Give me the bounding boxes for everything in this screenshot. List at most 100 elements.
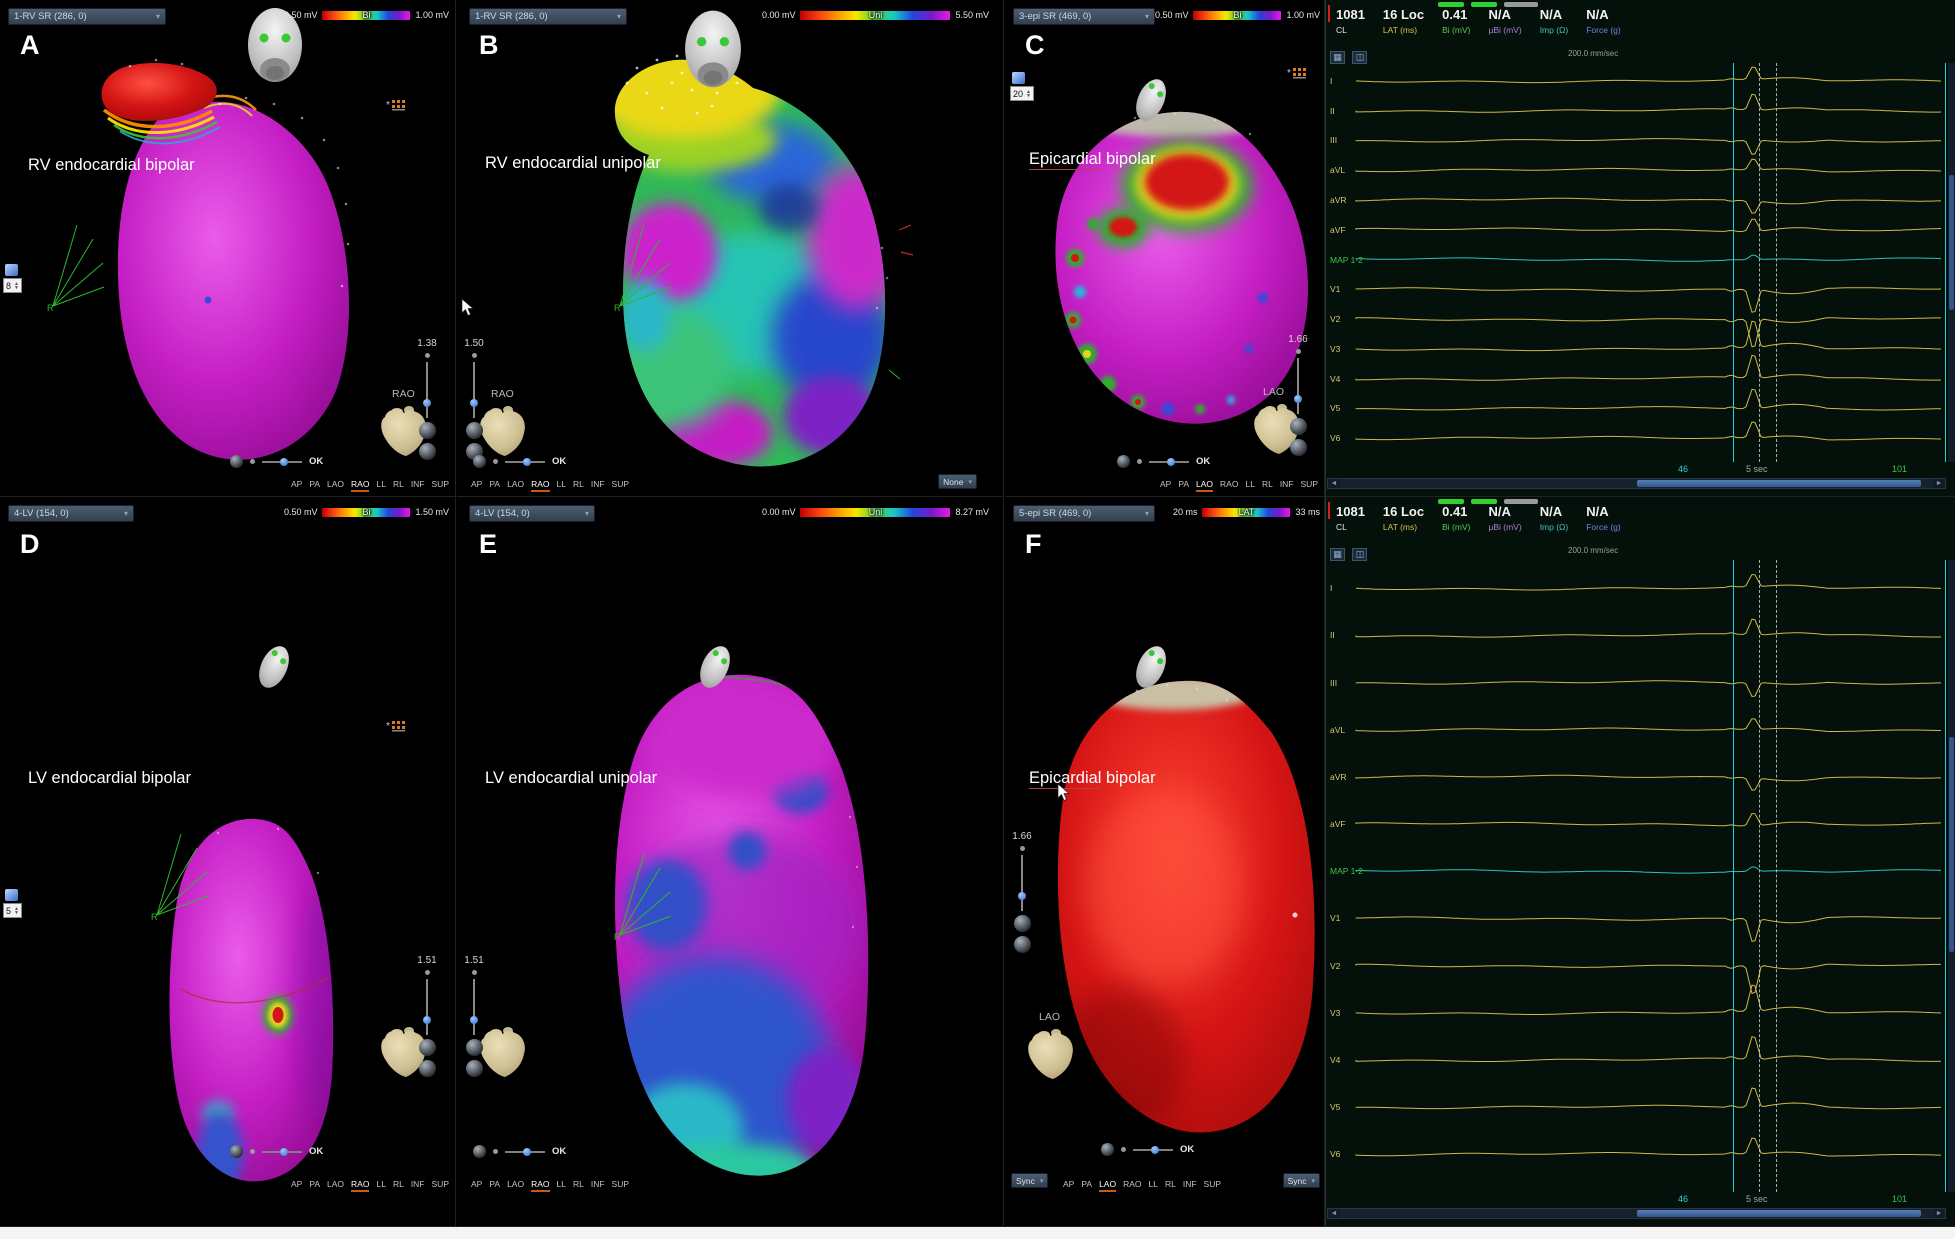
map-selector-dropdown[interactable]: 4-LV (154, 0) ▾ xyxy=(469,505,595,522)
heart-orientation-icon[interactable] xyxy=(378,1025,430,1081)
ecg-lead-label[interactable]: V5 xyxy=(1330,403,1341,414)
trackball-button[interactable] xyxy=(230,1145,243,1158)
orientation-option[interactable]: LL xyxy=(556,1179,566,1189)
orientation-option[interactable]: RAO xyxy=(531,1179,550,1192)
pan-slider-thumb[interactable] xyxy=(523,1147,531,1156)
orientation-option[interactable]: AP xyxy=(1159,479,1172,489)
caliper-line-left[interactable] xyxy=(1732,560,1734,1192)
map-selector-dropdown[interactable]: 1-RV SR (286, 0) ▾ xyxy=(8,8,166,25)
ecg-lead-label[interactable]: V2 xyxy=(1330,314,1341,325)
ecg-lead-label[interactable]: I xyxy=(1330,75,1333,86)
scrollbar-thumb[interactable] xyxy=(1636,1210,1922,1217)
orientation-option[interactable]: RL xyxy=(572,479,584,489)
spin-down-icon[interactable]: ▼ xyxy=(1026,92,1031,99)
color-scale[interactable]: 0.50 mV Bi 1.00 mV xyxy=(284,10,449,21)
cardiac-map-mesh[interactable] xyxy=(595,667,890,1192)
rotate-ball-upper[interactable] xyxy=(418,422,436,439)
ok-button[interactable]: OK xyxy=(552,456,567,467)
ecg-lead-label[interactable]: V6 xyxy=(1330,1149,1341,1160)
pan-slider-thumb[interactable] xyxy=(280,1147,288,1156)
zoom-slider[interactable] xyxy=(470,979,478,1035)
ecg-lead-label[interactable]: II xyxy=(1330,105,1335,116)
map-selector-dropdown[interactable]: 4-LV (154, 0) ▾ xyxy=(8,505,134,522)
scroll-right-icon[interactable]: ► xyxy=(1935,480,1943,487)
trackball-button[interactable] xyxy=(1117,455,1130,468)
orientation-option[interactable]: AP xyxy=(290,1179,303,1189)
ecg-lead-label[interactable]: MAP 1-2 xyxy=(1330,866,1363,877)
ecg-lead-label[interactable]: II xyxy=(1330,630,1335,641)
orientation-option[interactable]: PA xyxy=(1081,1179,1093,1189)
orientation-option[interactable]: LAO xyxy=(1196,479,1214,492)
ecg-lead-label[interactable]: aVF xyxy=(1330,819,1346,830)
zoom-slider-thumb[interactable] xyxy=(470,1015,478,1024)
patient-orientation-icon[interactable] xyxy=(683,8,743,96)
pan-slider[interactable] xyxy=(262,457,302,466)
spin-down-icon[interactable]: ▼ xyxy=(14,284,19,291)
orientation-option[interactable]: RL xyxy=(392,1179,404,1189)
orientation-option[interactable]: LAO xyxy=(507,479,525,489)
ok-button[interactable]: OK xyxy=(552,1146,567,1157)
heart-orientation-icon[interactable] xyxy=(477,404,529,460)
heart-orientation-icon[interactable] xyxy=(477,1025,529,1081)
tag-filter-dropdown[interactable]: None ▾ xyxy=(938,474,977,489)
ecg-horizontal-scrollbar[interactable]: ◄ ► xyxy=(1327,1208,1946,1219)
control-dot[interactable] xyxy=(250,459,255,464)
orientation-option[interactable]: PA xyxy=(309,1179,321,1189)
patient-orientation-icon[interactable] xyxy=(693,641,737,693)
rotate-ball-upper[interactable] xyxy=(418,1039,436,1056)
zoom-slider[interactable] xyxy=(423,362,431,418)
patient-orientation-icon[interactable] xyxy=(1129,641,1173,693)
control-dot[interactable] xyxy=(493,1149,498,1154)
scrollbar-thumb[interactable] xyxy=(1949,736,1954,952)
orientation-option[interactable]: SUP xyxy=(611,1179,630,1189)
ecg-trace-area[interactable]: I II III aVL aVR aVF MAP 1-2 V1 V2 V3 V4 V5 V6 xyxy=(1326,63,1947,462)
ecg-grid-icon[interactable]: ▦ xyxy=(1330,51,1345,64)
spin-down-icon[interactable]: ▼ xyxy=(14,909,19,916)
zoom-slider[interactable] xyxy=(1018,855,1026,911)
heart-orientation-icon[interactable] xyxy=(1025,1027,1077,1083)
ecg-lead-label[interactable]: aVL xyxy=(1330,165,1346,176)
ecg-lead-label[interactable]: aVF xyxy=(1330,224,1346,235)
spin-up-icon[interactable]: ▲ xyxy=(14,280,19,287)
color-scale[interactable]: 0.00 mV Uni 8.27 mV xyxy=(762,507,989,518)
fill-threshold-control[interactable]: 20 ▲ ▼ xyxy=(1010,72,1034,101)
ecg-vertical-scrollbar[interactable] xyxy=(1948,63,1955,462)
heart-orientation-icon[interactable] xyxy=(1251,402,1303,458)
orientation-option[interactable]: LAO xyxy=(507,1179,525,1189)
orientation-option[interactable]: PA xyxy=(489,1179,501,1189)
rotate-ball-upper[interactable] xyxy=(465,1039,483,1056)
scroll-right-icon[interactable]: ► xyxy=(1935,1210,1943,1217)
zoom-slider-thumb[interactable] xyxy=(1018,891,1026,900)
sync-dropdown-left[interactable]: Sync ▾ xyxy=(1011,1173,1049,1188)
orientation-option[interactable]: RAO xyxy=(1123,1179,1142,1189)
ecg-lead-label[interactable]: aVL xyxy=(1330,724,1346,735)
ecg-horizontal-scrollbar[interactable]: ◄ ► xyxy=(1327,478,1946,489)
ecg-split-icon[interactable]: ◫ xyxy=(1352,548,1368,561)
map-selector-dropdown[interactable]: 3-epi SR (469, 0) ▾ xyxy=(1013,8,1155,25)
orientation-option[interactable]: LAO xyxy=(327,1179,345,1189)
map-selector-dropdown[interactable]: 5-epi SR (469, 0) ▾ xyxy=(1013,505,1155,522)
ecg-lead-label[interactable]: V2 xyxy=(1330,960,1341,971)
pan-slider-thumb[interactable] xyxy=(1167,457,1175,466)
ecg-lead-label[interactable]: III xyxy=(1330,135,1338,146)
orientation-option[interactable]: INF xyxy=(590,1179,605,1189)
patient-orientation-icon[interactable] xyxy=(1129,74,1173,126)
orientation-option[interactable]: RL xyxy=(1164,1179,1176,1189)
rotate-ball-upper[interactable] xyxy=(1289,418,1307,435)
cardiac-map-mesh[interactable] xyxy=(1035,106,1320,451)
heart-orientation-icon[interactable] xyxy=(378,404,430,460)
ecg-lead-label[interactable]: V4 xyxy=(1330,373,1341,384)
ecg-lead-label[interactable]: V1 xyxy=(1330,284,1341,295)
rotate-ball-lower[interactable] xyxy=(1289,439,1307,456)
spin-up-icon[interactable]: ▲ xyxy=(1026,88,1031,95)
rotate-ball-lower[interactable] xyxy=(418,443,436,460)
orientation-option[interactable]: INF xyxy=(410,1179,425,1189)
scrollbar-track[interactable] xyxy=(1340,479,1933,488)
orientation-option[interactable]: RAO xyxy=(1220,479,1239,489)
fill-threshold-control[interactable]: 8 ▲ ▼ xyxy=(3,264,22,293)
caliper-line-right[interactable] xyxy=(1945,63,1946,462)
tag-visibility-control[interactable]: * xyxy=(1287,68,1308,79)
ok-button[interactable]: OK xyxy=(309,1146,324,1157)
pan-slider[interactable] xyxy=(262,1147,302,1156)
orientation-option[interactable]: LL xyxy=(1245,479,1255,489)
